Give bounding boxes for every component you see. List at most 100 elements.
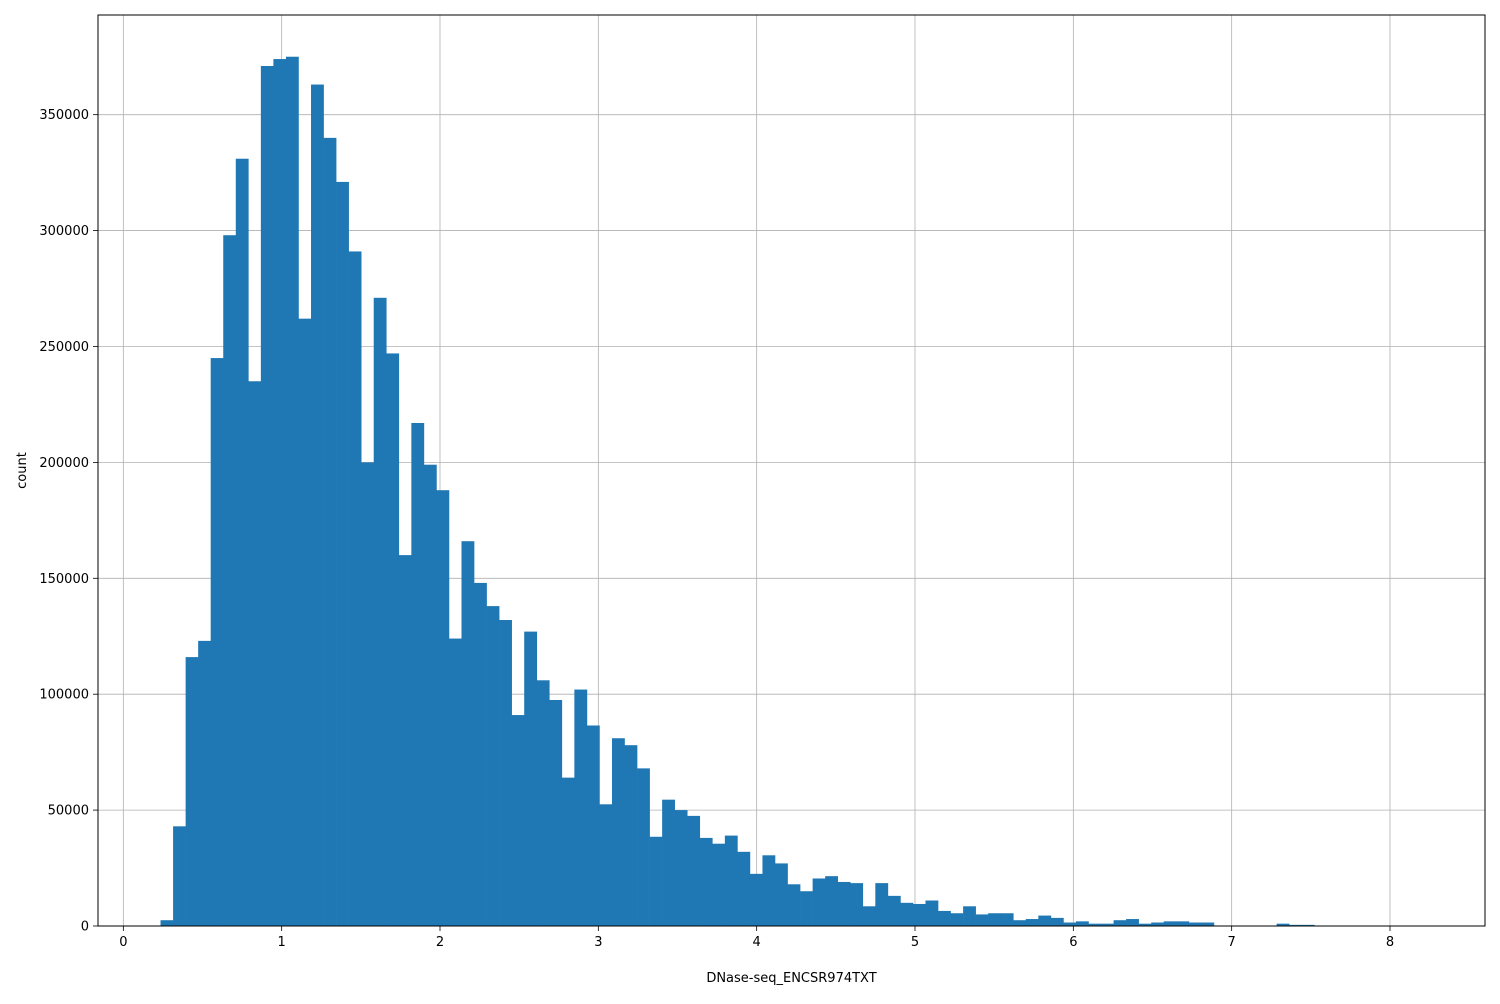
- histogram-bar: [536, 680, 550, 926]
- histogram-bar: [248, 381, 262, 926]
- histogram-bar: [373, 297, 387, 926]
- histogram-bar: [1126, 919, 1139, 926]
- histogram-bar: [285, 56, 299, 926]
- histogram-bar: [160, 920, 174, 926]
- histogram-bar: [511, 715, 525, 926]
- y-tick-label: 350000: [39, 108, 89, 123]
- histogram-bar: [1088, 923, 1102, 926]
- histogram-bar: [386, 353, 400, 927]
- histogram-bar: [474, 582, 487, 926]
- histogram-bar: [900, 902, 914, 926]
- histogram-bar: [1000, 913, 1014, 926]
- x-tick-label: 0: [119, 935, 127, 950]
- histogram-bar: [1113, 920, 1127, 926]
- histogram-bar: [411, 422, 425, 926]
- histogram-bar: [210, 358, 224, 926]
- histogram-bar: [223, 235, 237, 926]
- histogram-bar: [674, 810, 688, 926]
- histogram-bar: [323, 137, 337, 926]
- histogram-bar: [850, 883, 864, 926]
- x-tick-label: 2: [436, 935, 444, 950]
- histogram-bar: [486, 606, 500, 926]
- histogram-bar: [737, 851, 751, 926]
- histogram-bar: [260, 65, 274, 927]
- histogram-bar: [235, 158, 249, 927]
- histogram-bar: [950, 913, 964, 926]
- x-tick-label: 6: [1069, 935, 1077, 950]
- histogram-bar: [1063, 922, 1077, 926]
- histogram-bar: [348, 251, 362, 926]
- histogram-bar: [887, 895, 901, 926]
- histogram-bar: [963, 906, 976, 926]
- histogram-bar: [1075, 921, 1089, 926]
- histogram-bar: [624, 745, 638, 926]
- histogram-bar: [687, 815, 701, 926]
- histogram-bar: [938, 910, 951, 926]
- histogram-bar: [423, 464, 437, 926]
- histogram-bar: [1038, 915, 1052, 926]
- histogram-bar: [273, 59, 287, 926]
- histogram-bar: [912, 903, 926, 926]
- histogram-bar: [311, 84, 324, 926]
- histogram-bar: [173, 826, 186, 926]
- histogram-bar: [599, 804, 613, 926]
- histogram-bar: [662, 799, 675, 926]
- histogram-bar: [925, 900, 939, 926]
- plot-frame: [97, 14, 1486, 927]
- y-tick-label: 0: [81, 920, 89, 935]
- histogram-bar: [762, 855, 776, 926]
- histogram-bar: [461, 541, 475, 926]
- histogram-bar: [185, 657, 199, 926]
- y-tick-label: 300000: [39, 224, 89, 239]
- histogram-bar: [1289, 924, 1302, 926]
- y-tick-label: 150000: [39, 572, 89, 587]
- histogram-bar: [561, 777, 575, 926]
- histogram-bar: [586, 725, 600, 926]
- histogram-bar: [637, 768, 650, 926]
- histogram-bar: [825, 876, 839, 926]
- histogram-bar: [800, 891, 813, 926]
- tick-layer: 0 1 2 3 4 5 6 7 8 0 50000 100000 150000 200000 250000 3…: [39, 108, 1394, 950]
- histogram-bar: [787, 884, 801, 926]
- x-tick-label: 5: [911, 935, 919, 950]
- x-tick-label: 8: [1386, 935, 1394, 950]
- y-tick-label: 100000: [39, 688, 89, 703]
- histogram-bar: [1301, 924, 1315, 926]
- histogram-bar: [749, 873, 763, 926]
- bar-layer: [160, 56, 1315, 927]
- histogram-bar: [862, 906, 876, 926]
- histogram-bar: [1138, 923, 1152, 926]
- histogram-bar: [448, 638, 462, 926]
- histogram-bar: [1013, 920, 1027, 926]
- histogram-bar: [775, 863, 788, 926]
- histogram-bar: [499, 620, 512, 926]
- y-axis-label: count: [15, 452, 30, 489]
- histogram-bar: [298, 318, 312, 927]
- histogram-bar: [1025, 919, 1039, 926]
- histogram-bar: [837, 881, 851, 926]
- y-tick-label: 200000: [39, 456, 89, 471]
- histogram-bar: [699, 837, 713, 926]
- x-tick-label: 3: [594, 935, 602, 950]
- histogram-bar: [712, 843, 726, 926]
- histogram-bar: [812, 878, 826, 926]
- histogram-bar: [198, 640, 212, 926]
- histogram-bar: [398, 555, 412, 926]
- x-tick-label: 1: [278, 935, 286, 950]
- histogram-bar: [724, 835, 738, 926]
- histogram-bar: [1188, 922, 1202, 926]
- histogram-bar: [1101, 923, 1114, 926]
- histogram-bar: [1276, 923, 1290, 926]
- histogram-bar: [875, 883, 889, 926]
- y-tick-label: 250000: [39, 340, 89, 355]
- histogram-bar: [1050, 917, 1064, 926]
- x-tick-label: 4: [753, 935, 761, 950]
- histogram-bar: [649, 836, 663, 926]
- histogram-bar: [1176, 921, 1190, 926]
- histogram-bar: [336, 181, 349, 926]
- histogram-bar: [361, 462, 375, 926]
- histogram-bar: [524, 631, 538, 926]
- histogram-bar: [1151, 922, 1165, 926]
